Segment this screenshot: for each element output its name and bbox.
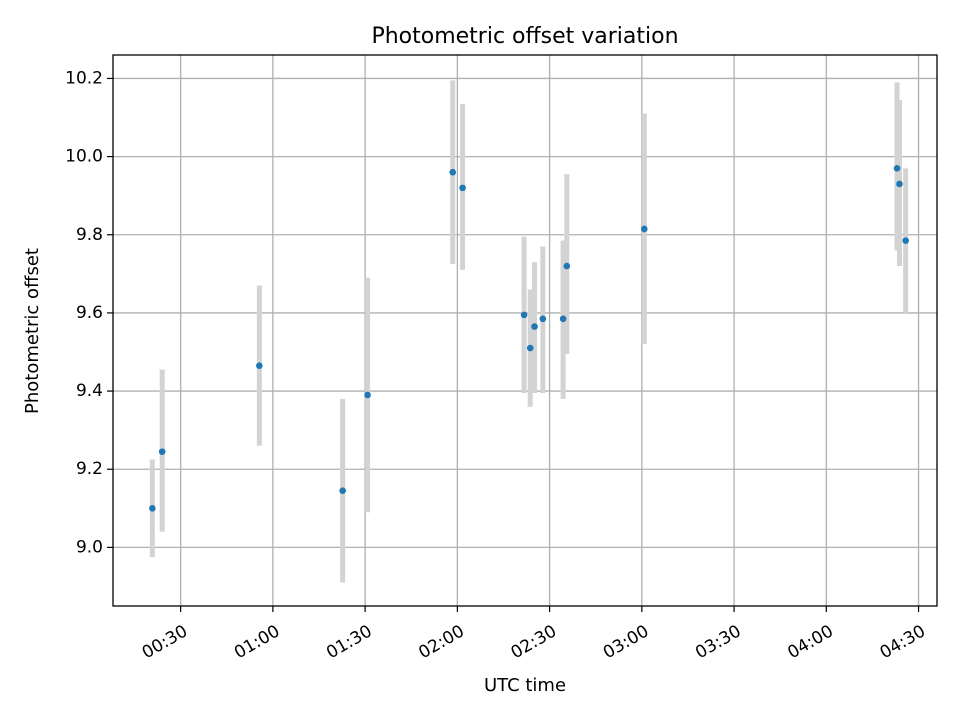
y-tick-label: 10.0 xyxy=(65,147,103,167)
plot-frame xyxy=(112,54,938,607)
y-tick-label: 9.0 xyxy=(76,537,103,557)
data-point xyxy=(459,184,466,192)
y-axis-label: Photometric offset xyxy=(22,248,43,414)
data-point xyxy=(559,315,567,323)
x-axis-label: UTC time xyxy=(484,675,566,696)
data-point xyxy=(339,487,346,495)
data-point xyxy=(526,344,534,352)
y-tick-label: 10.2 xyxy=(65,68,103,88)
y-axis-ticks: 9.0 9.2 9.4 9.6 9.8 10.0 10.2 xyxy=(65,68,113,557)
data-point xyxy=(640,225,648,233)
data-point xyxy=(539,315,547,323)
data-point xyxy=(158,448,166,455)
data-point xyxy=(563,262,571,270)
data-point xyxy=(531,323,538,330)
data-point xyxy=(364,391,371,399)
y-tick-label: 9.2 xyxy=(76,459,103,479)
data-point xyxy=(256,362,263,369)
data-point xyxy=(149,505,156,512)
data-point xyxy=(902,237,909,244)
y-tick-label: 9.6 xyxy=(76,303,103,323)
data-point xyxy=(520,311,528,319)
y-tick-label: 9.4 xyxy=(76,381,103,401)
chart-title: Photometric offset variation xyxy=(371,24,678,49)
data-point xyxy=(449,168,457,176)
y-tick-label: 9.8 xyxy=(76,225,103,245)
data-point xyxy=(896,180,903,188)
data-points xyxy=(149,165,909,512)
data-point xyxy=(893,165,901,172)
